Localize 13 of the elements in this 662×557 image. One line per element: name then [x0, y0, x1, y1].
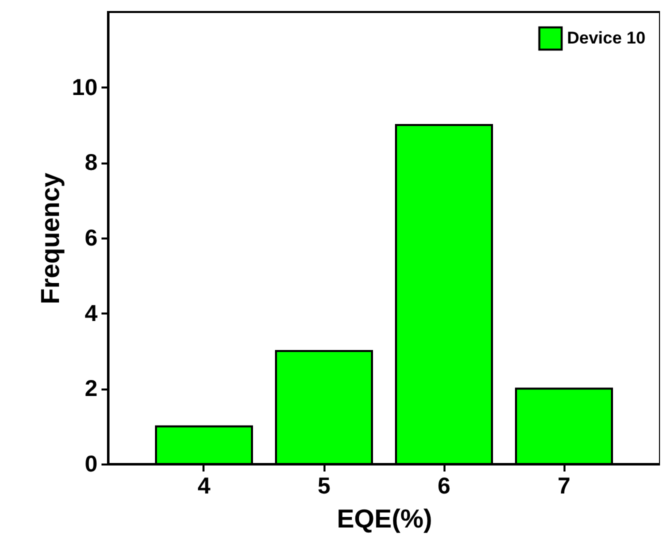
x-tick-label: 5: [318, 472, 331, 498]
x-tick-label: 7: [558, 472, 570, 498]
x-tick-label: 6: [438, 472, 450, 498]
y-tick-label: 4: [84, 300, 98, 326]
x-tick-label: 4: [198, 472, 211, 498]
legend-label: Device 10: [567, 28, 646, 48]
y-tick-label: 2: [84, 375, 98, 402]
y-axis-title: Frequency: [34, 172, 65, 304]
y-tick-label: 0: [84, 450, 98, 476]
y-tick-label: 8: [84, 149, 98, 176]
y-tick-label: 10: [72, 74, 98, 100]
x-axis-title: EQE(%): [336, 504, 432, 534]
y-tick-label: 6: [84, 224, 98, 250]
